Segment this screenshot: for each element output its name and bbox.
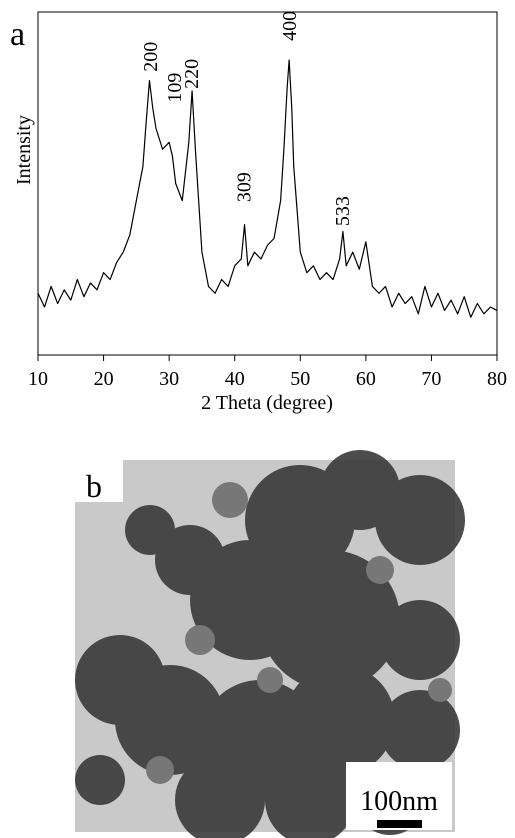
peak-label: 109 bbox=[164, 73, 186, 103]
x-tick-label: 60 bbox=[356, 368, 376, 390]
x-tick-label: 20 bbox=[94, 368, 114, 390]
image-panel-label: b bbox=[86, 468, 102, 504]
scale-bar-label: 100nm bbox=[360, 786, 438, 817]
x-tick-label: 10 bbox=[28, 368, 48, 390]
peak-label: 400 bbox=[279, 11, 301, 41]
x-tick-label: 70 bbox=[421, 368, 441, 390]
y-axis-label: Intensity bbox=[13, 115, 35, 185]
peak-label: 200 bbox=[140, 42, 162, 72]
x-tick-label: 30 bbox=[159, 368, 179, 390]
x-tick-label: 50 bbox=[290, 368, 310, 390]
peak-label: 309 bbox=[234, 172, 256, 202]
panel-label: a bbox=[10, 16, 25, 53]
data-line bbox=[37, 59, 498, 318]
x-tick-label: 80 bbox=[487, 368, 507, 390]
x-tick-label: 40 bbox=[225, 368, 245, 390]
plot-frame bbox=[37, 11, 498, 356]
peak-label: 220 bbox=[181, 59, 203, 89]
peak-label: 533 bbox=[332, 196, 354, 226]
tem-image bbox=[75, 450, 465, 838]
x-axis-label: 2 Theta (degree) bbox=[201, 392, 333, 414]
